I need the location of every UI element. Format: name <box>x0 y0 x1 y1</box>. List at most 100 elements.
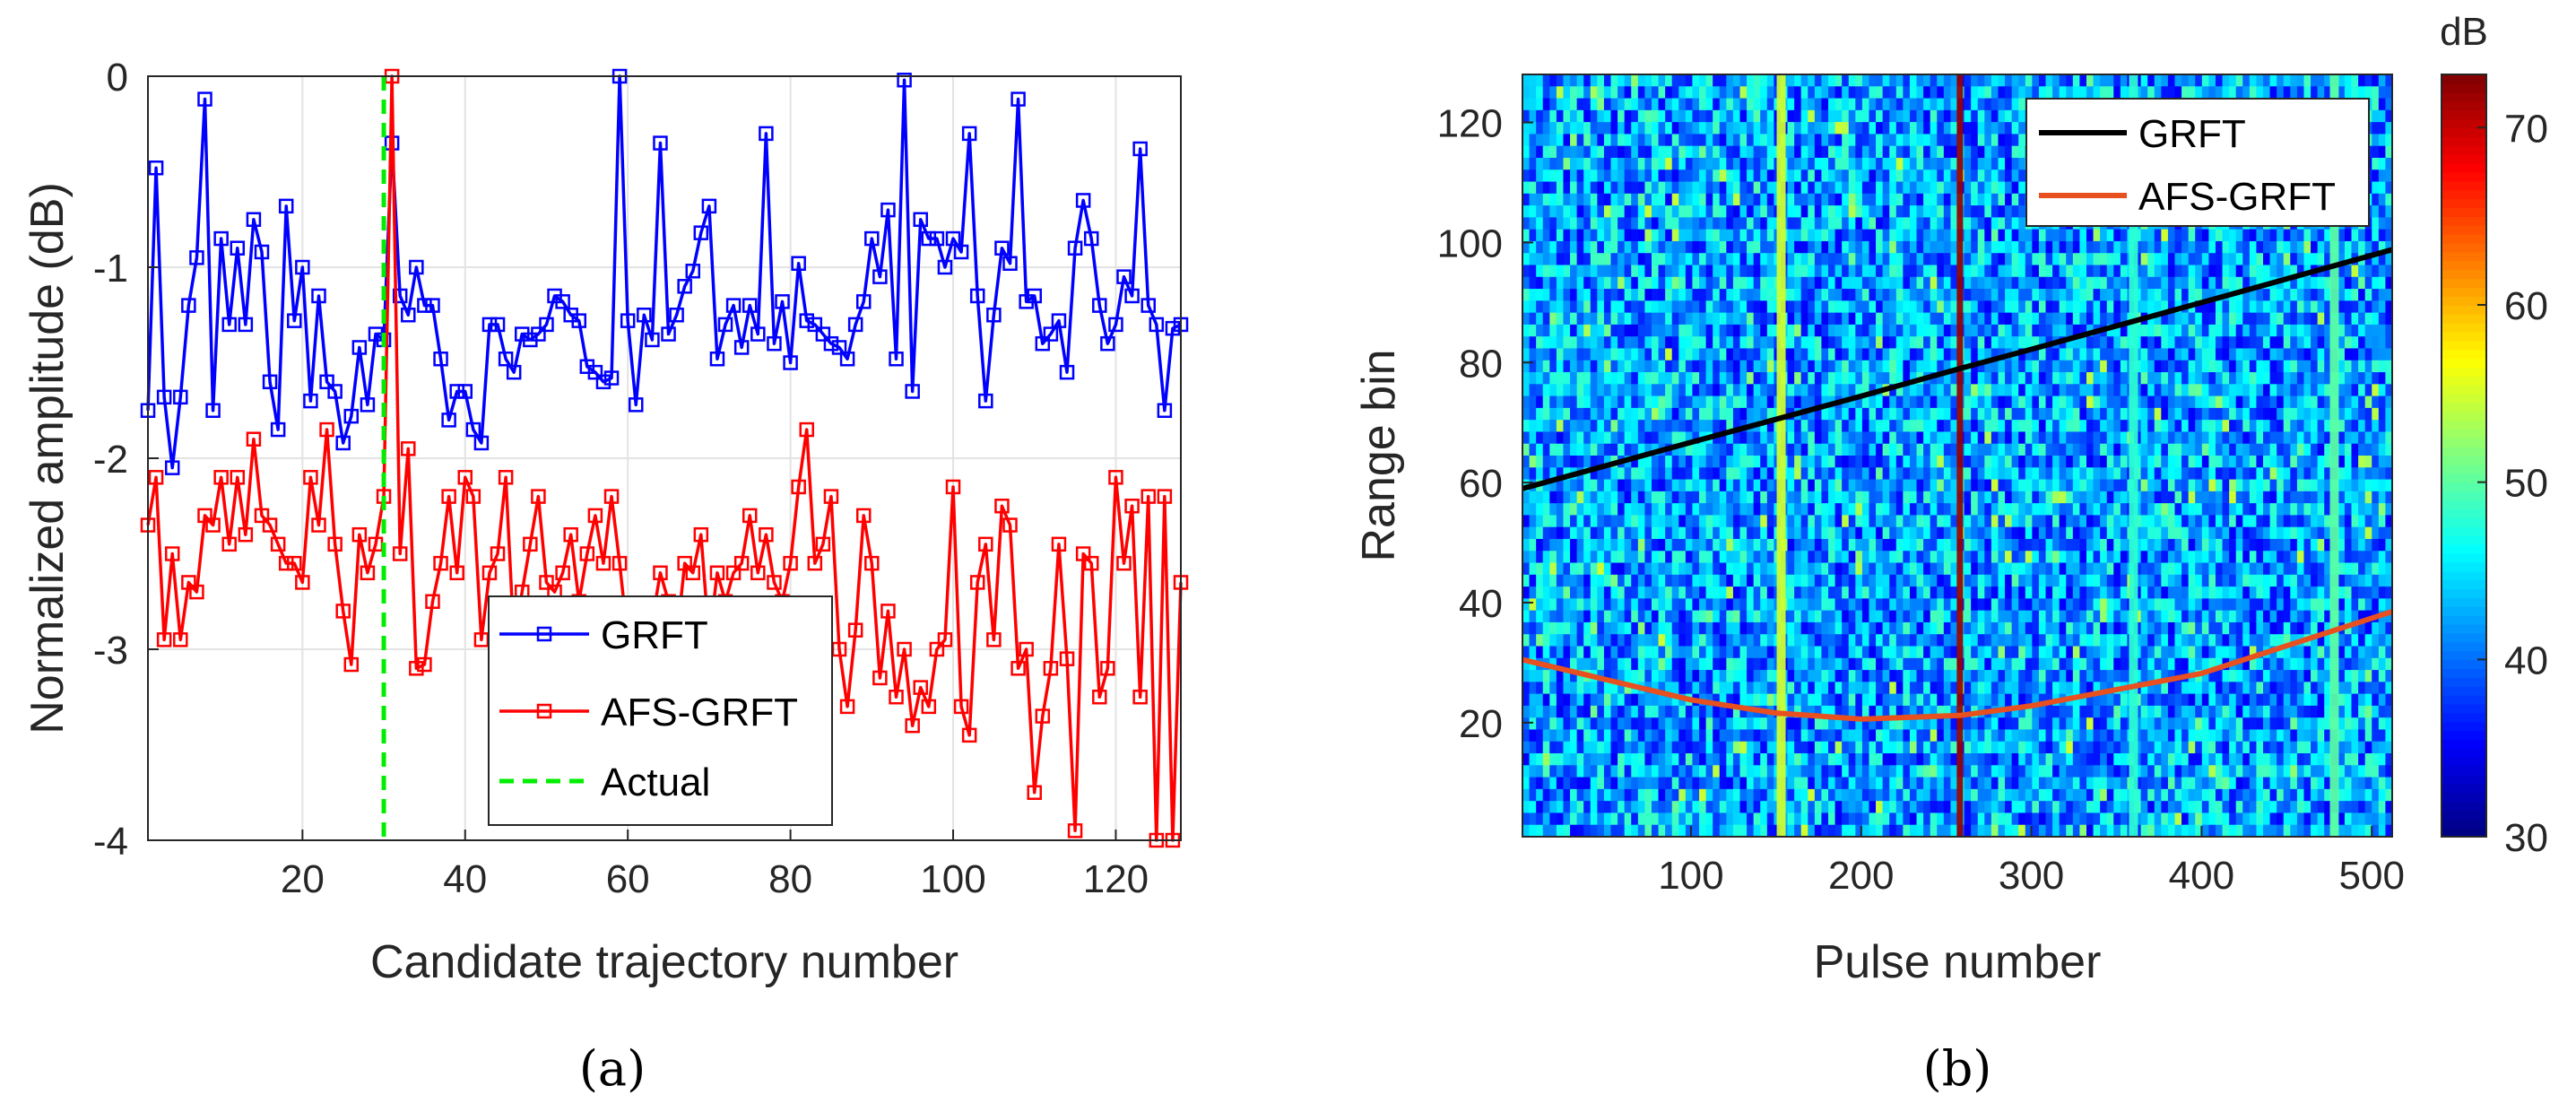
heatmap-cell <box>1760 384 1768 397</box>
heatmap-cell <box>1882 717 1890 731</box>
heatmap-cell <box>1834 122 1843 135</box>
heatmap-cell <box>1903 86 1911 100</box>
heatmap-cell <box>1678 336 1687 350</box>
heatmap-cell <box>1889 729 1897 743</box>
heatmap-cell <box>1678 610 1687 623</box>
heatmap-cell <box>1644 634 1652 647</box>
heatmap-cell <box>1671 205 1679 218</box>
heatmap-cell <box>1930 467 1938 481</box>
heatmap-cell <box>1556 372 1565 385</box>
heatmap-cell <box>1828 431 1836 445</box>
heatmap-cell <box>1876 276 1884 290</box>
heatmap-cell <box>1665 312 1673 326</box>
heatmap-cell <box>1610 395 1618 409</box>
heatmap-cell <box>1834 300 1843 314</box>
heatmap-cell <box>1950 586 1958 599</box>
heatmap-cell <box>1719 240 1727 254</box>
grft-point <box>953 244 969 260</box>
heatmap-cell <box>1747 384 1755 397</box>
heatmap-cell <box>1766 312 1774 326</box>
heatmap-cell <box>1977 181 1985 195</box>
heatmap-cell <box>1583 646 1592 659</box>
heatmap-cell <box>2005 682 2013 695</box>
heatmap-cell <box>1644 610 1652 623</box>
heatmap-cell <box>1739 431 1748 445</box>
heatmap-cell <box>1631 538 1639 552</box>
heatmap-cell <box>1937 693 1945 707</box>
heatmap-cell <box>1821 682 1829 695</box>
heatmap-cell <box>1828 145 1836 159</box>
heatmap-cell <box>2018 265 2026 278</box>
heatmap-cell <box>1692 181 1700 195</box>
heatmap-cell <box>1760 443 1768 456</box>
grft-point <box>629 397 644 413</box>
heatmap-cell <box>1800 360 1808 373</box>
heatmap-cell <box>1522 157 1531 170</box>
heatmap-cell <box>1998 145 2006 159</box>
heatmap-cell <box>1916 801 1924 814</box>
heatmap-cell <box>1876 443 1884 456</box>
heatmap-cell <box>1747 598 1755 612</box>
heatmap-cell <box>1950 503 1958 517</box>
heatmap-cell <box>1665 348 1673 361</box>
heatmap-cell <box>1808 788 1816 802</box>
heatmap-cell <box>1977 574 1985 587</box>
grft-point <box>441 413 456 428</box>
grft-point <box>1165 320 1181 336</box>
heatmap-cell <box>1876 360 1884 373</box>
heatmap-cell <box>1930 193 1938 206</box>
heatmap-cell <box>1522 312 1531 326</box>
heatmap-cell <box>1916 515 1924 528</box>
heatmap-cell <box>1618 693 1626 707</box>
heatmap-cell <box>1665 788 1673 802</box>
heatmap-cell <box>1529 193 1537 206</box>
heatmap-cell <box>1542 300 1550 314</box>
heatmap-cell <box>1665 717 1673 731</box>
heatmap-cell <box>1651 729 1660 743</box>
heatmap-cell <box>2005 824 2013 838</box>
heatmap-cell <box>1631 729 1639 743</box>
heatmap-cell <box>1842 479 1850 492</box>
heatmap-cell <box>1916 348 1924 361</box>
heatmap-cell <box>1719 777 1727 790</box>
heatmap-cell <box>1937 538 1945 552</box>
heatmap-cell <box>1610 181 1618 195</box>
heatmap-cell <box>1923 538 1931 552</box>
heatmap-cell <box>1719 538 1727 552</box>
heatmap-cell <box>1658 122 1666 135</box>
heatmap-cell <box>1861 526 1870 540</box>
heatmap-cell <box>1971 395 1979 409</box>
heatmap-cell <box>1678 74 1687 87</box>
heatmap-cell <box>1692 682 1700 695</box>
heatmap-cell <box>1536 324 1544 337</box>
heatmap-cell <box>1861 395 1870 409</box>
heatmap-cell <box>1923 181 1931 195</box>
heatmap-cell <box>1549 812 1557 826</box>
heatmap-cell <box>1549 574 1557 587</box>
heatmap-cell <box>1916 109 1924 123</box>
heatmap-cell <box>1624 717 1632 731</box>
heatmap-cell <box>1713 145 1721 159</box>
heatmap-cell <box>1678 229 1687 242</box>
heatmap-cell <box>1618 372 1626 385</box>
heatmap-cell <box>1800 372 1808 385</box>
heatmap-cell <box>1937 812 1945 826</box>
heatmap-cell <box>1998 729 2006 743</box>
heatmap-cell <box>1747 431 1755 445</box>
heatmap-cell <box>1766 598 1774 612</box>
heatmap-cell <box>1732 109 1741 123</box>
heatmap-cell <box>1583 479 1592 492</box>
heatmap-cell <box>1563 240 1571 254</box>
heatmap-cell <box>1882 217 1890 230</box>
heatmap-cell <box>1937 717 1945 731</box>
heatmap-cell <box>1631 646 1639 659</box>
heatmap-cell <box>1658 240 1666 254</box>
heatmap-cell <box>1549 98 1557 111</box>
heatmap-cell <box>1576 265 1584 278</box>
heatmap-cell <box>1563 788 1571 802</box>
afs-grft-point <box>750 565 766 581</box>
heatmap-cell <box>1848 824 1856 838</box>
heatmap-cell <box>1747 634 1755 647</box>
heatmap-cell <box>1808 586 1816 599</box>
heatmap-cell <box>1889 491 1897 504</box>
